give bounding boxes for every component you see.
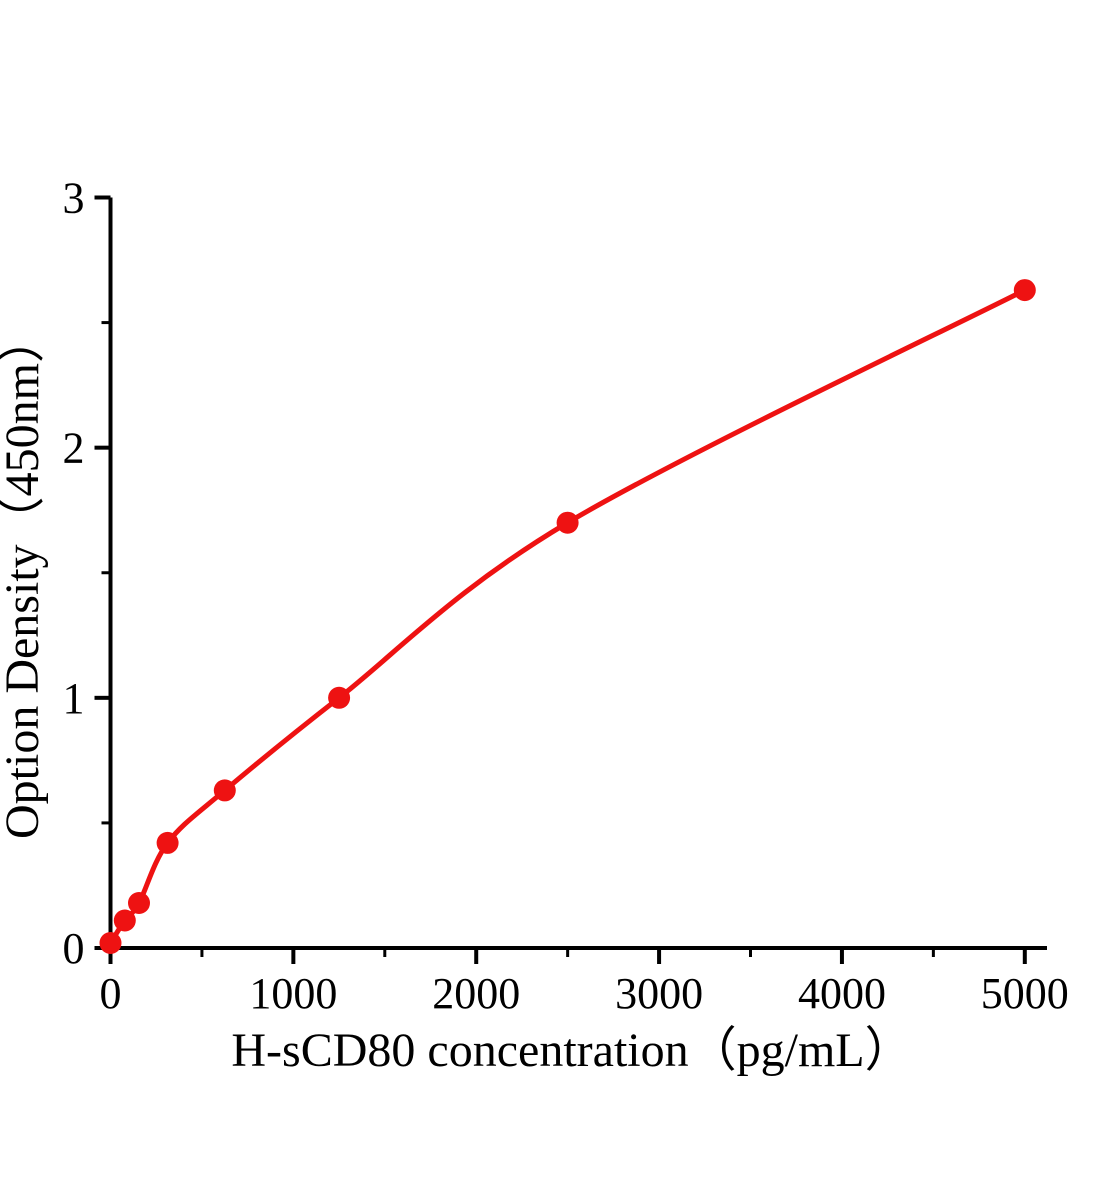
plot-area: 0 1000 2000 3000 4000 5000 0 1 2 3 [63,174,1069,1019]
data-point [328,686,351,709]
y-tick-label: 3 [63,174,85,223]
y-axis-label: Option Density（450nm） [0,315,49,839]
fit-curve [108,287,1028,946]
x-tick-label: 4000 [798,969,886,1018]
x-tick-label: 1000 [249,969,337,1018]
data-point [156,831,179,854]
y-tick-label: 2 [63,424,85,473]
x-tick-label: 0 [100,969,122,1018]
data-point [213,779,236,802]
x-axis-label: H-sCD80 concentration（pg/mL） [231,1024,912,1077]
x-tick-label: 3000 [615,969,703,1018]
x-tick-label: 2000 [432,969,520,1018]
data-point [128,892,150,914]
data-point [556,511,579,534]
data-point [99,932,122,954]
data-point [113,909,136,932]
data-point [1013,279,1036,302]
x-tick-label: 5000 [981,969,1069,1018]
y-tick-label: 0 [63,924,85,973]
y-tick-label: 1 [63,674,85,723]
